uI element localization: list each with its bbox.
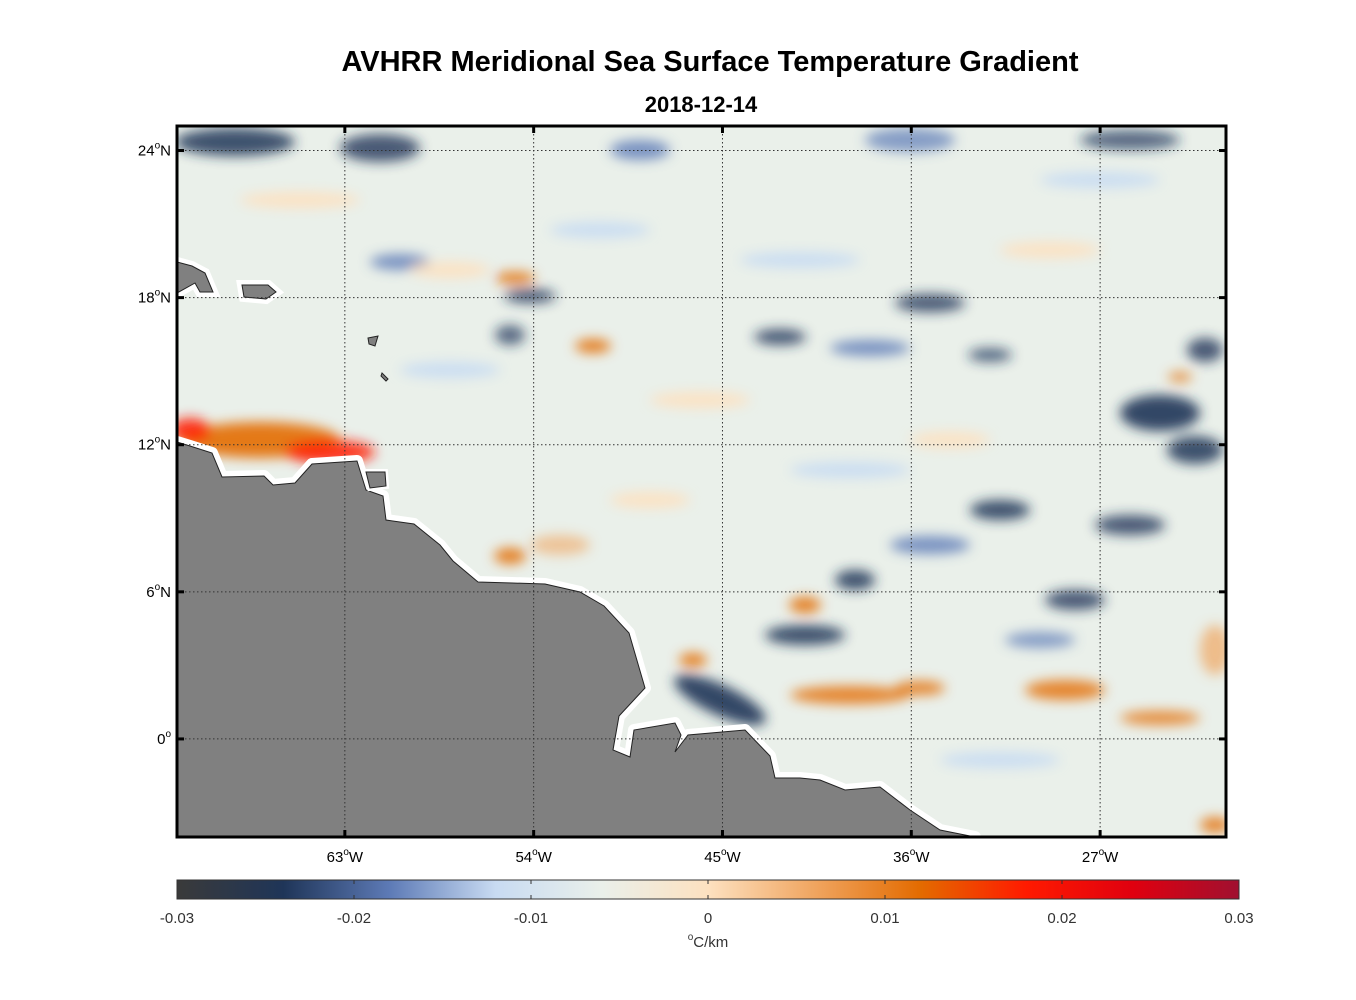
gradient-feature-negative bbox=[740, 252, 860, 268]
map-plot-area bbox=[177, 126, 1226, 837]
gradient-feature-negative bbox=[835, 570, 875, 590]
gradient-feature-positive bbox=[240, 192, 360, 208]
gradient-feature-positive bbox=[575, 339, 611, 353]
longitude-labels: 63oW 54oW 45oW 36oW 27oW bbox=[327, 847, 1120, 866]
gradient-feature-negative bbox=[674, 674, 766, 726]
trinidad-land bbox=[365, 471, 387, 489]
gradient-feature-negative bbox=[940, 752, 1060, 768]
gradient-feature-negative bbox=[340, 134, 420, 162]
axis-ticks bbox=[177, 126, 1226, 837]
longitude-tick-label: 63oW bbox=[327, 847, 364, 866]
gradient-feature-negative bbox=[177, 128, 295, 156]
gradient-feature-negative bbox=[610, 140, 670, 160]
longitude-tick-label: 45oW bbox=[704, 847, 741, 866]
colorbar-tick-label: 0.03 bbox=[1224, 910, 1253, 927]
gradient-feature-positive bbox=[177, 418, 210, 442]
gradient-feature-negative bbox=[754, 329, 806, 345]
gradient-feature-negative bbox=[790, 462, 910, 478]
gradient-feature-negative bbox=[890, 536, 970, 554]
gradient-feature-negative bbox=[1080, 130, 1180, 150]
gradient-feature-positive bbox=[1200, 625, 1226, 675]
colorbar-tick-label: -0.03 bbox=[160, 910, 194, 927]
gradient-feature-negative bbox=[1095, 515, 1165, 535]
gradient-feature-positive bbox=[410, 262, 490, 278]
gradient-feature-negative bbox=[895, 294, 965, 312]
longitude-tick-label: 27oW bbox=[1082, 847, 1119, 866]
gradient-feature-positive bbox=[650, 392, 750, 408]
latitude-labels: 24oN 18oN 12oN 6oN 0o bbox=[138, 141, 172, 748]
gradient-feature-positive bbox=[895, 681, 945, 695]
gradient-feature-positive bbox=[1200, 817, 1226, 833]
map-date: 2018-12-14 bbox=[644, 92, 758, 117]
colorbar-tick-label: 0.02 bbox=[1047, 910, 1076, 927]
gradient-feature-negative bbox=[495, 325, 525, 345]
map-frame bbox=[175, 124, 1228, 839]
gradient-feature-positive bbox=[610, 492, 690, 508]
sst-gradient-field bbox=[177, 128, 1226, 833]
gradient-feature-positive bbox=[494, 548, 526, 564]
latitude-tick-label: 12oN bbox=[138, 435, 171, 454]
hispaniola-land bbox=[177, 261, 214, 294]
south-america-land bbox=[177, 441, 976, 837]
gradient-feature-negative bbox=[865, 128, 955, 152]
colorbar-unit-label: oC/km bbox=[688, 932, 729, 951]
gradient-feature-negative bbox=[830, 340, 910, 356]
gradient-feature-negative bbox=[1187, 338, 1223, 362]
martinique-land bbox=[380, 372, 389, 382]
gradient-feature-negative bbox=[1040, 172, 1160, 188]
gradient-feature-positive bbox=[789, 597, 821, 613]
colorbar-tick-label: 0 bbox=[704, 910, 712, 927]
latitude-tick-label: 6oN bbox=[146, 582, 171, 601]
gradient-feature-positive bbox=[495, 272, 535, 284]
colorbar-tick-label: -0.02 bbox=[337, 910, 371, 927]
gradient-feature-positive bbox=[530, 535, 590, 555]
gradient-feature-negative bbox=[970, 500, 1030, 520]
gradient-feature-positive bbox=[1000, 242, 1100, 258]
latitude-tick-label: 0o bbox=[157, 729, 171, 748]
guadeloupe-land bbox=[367, 335, 379, 347]
colorbar-tick-label: 0.01 bbox=[870, 910, 899, 927]
map-title: AVHRR Meridional Sea Surface Temperature… bbox=[341, 46, 1079, 78]
gradient-feature-positive bbox=[1120, 711, 1200, 725]
land-masses bbox=[177, 256, 981, 837]
gradient-feature-negative bbox=[1120, 395, 1200, 431]
colorbar-tick-label: -0.01 bbox=[514, 910, 548, 927]
puerto-rico-land bbox=[241, 284, 277, 300]
gradient-feature-negative bbox=[504, 289, 556, 303]
gradient-feature-positive bbox=[790, 686, 910, 704]
gradient-feature-positive bbox=[910, 432, 990, 448]
gradient-feature-positive bbox=[679, 653, 707, 667]
latitude-tick-label: 18oN bbox=[138, 288, 171, 307]
gradient-feature-negative bbox=[550, 222, 650, 238]
latitude-tick-label: 24oN bbox=[138, 141, 171, 160]
colorbar-tick-labels: -0.03 -0.02 -0.01 0 0.01 0.02 0.03 bbox=[160, 910, 1254, 927]
gradient-feature-positive bbox=[1168, 372, 1192, 382]
gradient-feature-negative bbox=[968, 348, 1012, 362]
gradient-feature-positive bbox=[1025, 680, 1105, 700]
longitude-tick-label: 36oW bbox=[893, 847, 930, 866]
gradient-feature-negative bbox=[370, 254, 430, 270]
gradient-feature-negative bbox=[1005, 632, 1075, 648]
colorbar-ticks bbox=[176, 880, 1240, 899]
longitude-tick-label: 54oW bbox=[515, 847, 552, 866]
gradient-feature-negative bbox=[1167, 436, 1223, 464]
gradient-feature-negative bbox=[1045, 590, 1105, 610]
gradient-feature-negative bbox=[400, 362, 500, 378]
graticule bbox=[177, 126, 1226, 837]
gradient-feature-negative bbox=[765, 625, 845, 645]
